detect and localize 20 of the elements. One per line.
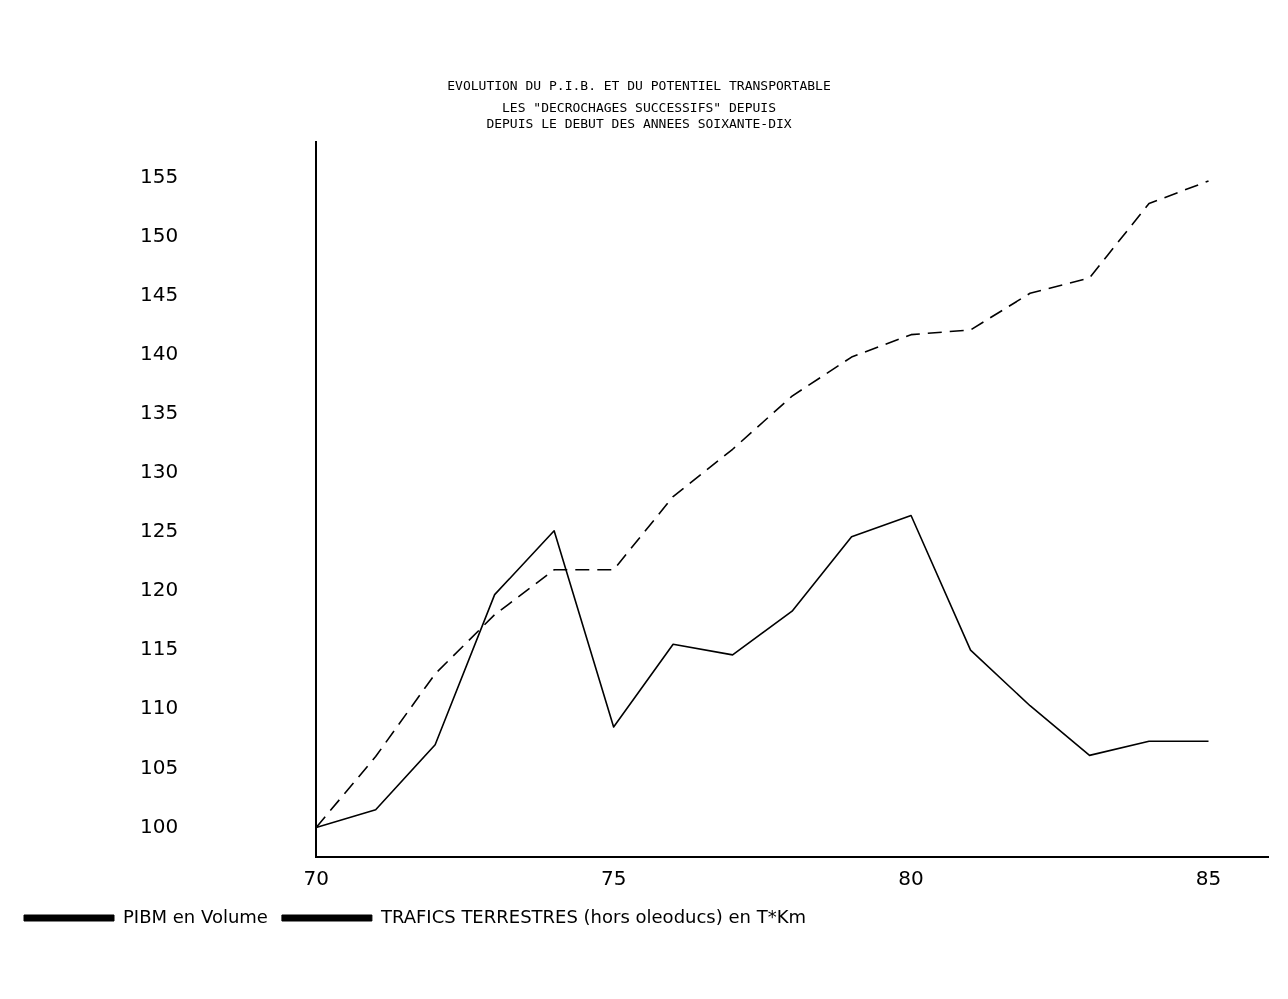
y-tick-label: 100	[139, 813, 179, 838]
y-tick-label: 135	[139, 400, 179, 425]
chart-subtitle: LES "DECROCHAGES SUCCESSIFS" DEPUIS DEPUIS LE DEBUT DES ANNEES SOIXANTE-DIX	[486, 99, 792, 131]
y-tick-label: 115	[139, 636, 179, 661]
y-tick-label: 130	[139, 459, 179, 484]
y-tick-label: 140	[139, 340, 179, 365]
y-tick-label: 155	[139, 163, 179, 188]
chart-title: EVOLUTION DU P.I.B. ET DU POTENTIEL TRANSPORTABLE	[447, 78, 831, 94]
x-tick-label: 75	[600, 866, 627, 891]
legend-label: TRAFICS TERRESTRES (hors oleoducs) en T*Km	[379, 905, 807, 927]
x-tick-label: 70	[303, 866, 329, 891]
x-tick-label: 85	[1195, 866, 1222, 891]
y-tick-label: 150	[139, 222, 179, 247]
y-tick-label: 110	[139, 695, 179, 720]
x-tick-label: 80	[898, 866, 924, 891]
y-tick-label: 125	[139, 518, 179, 543]
y-tick-label: 105	[139, 754, 179, 779]
y-tick-label: 120	[139, 577, 179, 602]
y-tick-label: 145	[139, 281, 179, 306]
legend-label: PIBM en Volume	[123, 905, 268, 927]
